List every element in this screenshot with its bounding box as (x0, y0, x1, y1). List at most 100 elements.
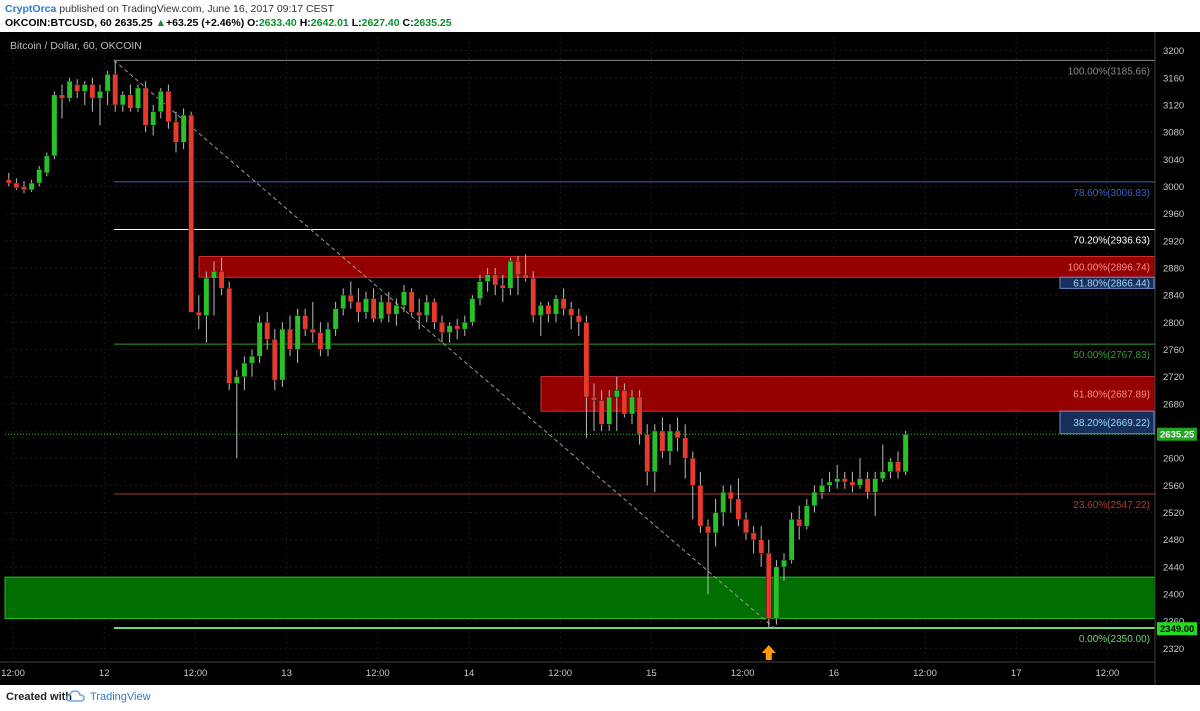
candle-body (401, 291, 407, 306)
candle-body (97, 91, 103, 99)
candle-body (469, 298, 476, 323)
price-tick-label: 2320 (1163, 644, 1184, 655)
candle-body (393, 305, 400, 315)
price-tick-label: 2520 (1163, 508, 1184, 519)
chart-header: CryptOrca published on TradingView.com, … (0, 0, 1200, 32)
candle-body (743, 519, 749, 534)
candle-body (104, 74, 111, 92)
fib-level-label: 0.00%(2350.00) (1079, 634, 1150, 645)
candle-body (173, 121, 179, 143)
candle-body (766, 553, 772, 619)
close-value: 2635.25 (413, 17, 452, 29)
candle-body (659, 430, 666, 452)
candle-body (819, 485, 825, 493)
candle-body (705, 525, 711, 534)
candle-body (530, 277, 536, 316)
candle-body (864, 478, 871, 493)
price-axis-background (1155, 32, 1200, 685)
candle-body (629, 396, 635, 415)
candle-body (720, 491, 726, 513)
fib-level-label: 50.00%(2767.83) (1073, 350, 1150, 361)
candle-body (279, 328, 286, 381)
candle-body (682, 437, 688, 459)
candle-body (446, 325, 453, 333)
candle-body (872, 478, 878, 493)
open-value: 2633.40 (258, 17, 297, 29)
footer: Created with TradingView (0, 685, 1200, 711)
candle-body (690, 457, 696, 486)
time-tick-label: 13 (281, 668, 292, 679)
time-tick-label: 12:00 (731, 668, 755, 679)
price-tick-label: 3200 (1163, 46, 1184, 57)
price-tick-label: 3120 (1163, 100, 1184, 111)
high-label: H: (299, 17, 311, 29)
price-tick-label: 2560 (1163, 481, 1184, 492)
candle-body (576, 315, 582, 323)
candle-body (880, 471, 886, 479)
candle-body (233, 376, 240, 384)
zone-label: 100.00%(2896.74) (1068, 262, 1150, 273)
quote-line: OKCOIN:BTCUSD, 60 2635.25 ▲+63.25 (+2.46… (5, 17, 452, 29)
candle-body (621, 390, 628, 415)
candle-body (150, 111, 157, 126)
resistance-zone (540, 376, 1156, 412)
fib-level-label: 23.60%(2547.22) (1073, 500, 1150, 511)
candle-body (355, 301, 362, 313)
candle-body (424, 301, 430, 316)
price-tick-label: 2440 (1163, 562, 1184, 573)
time-tick-label: 12:00 (1096, 668, 1120, 679)
candle-body (294, 315, 301, 350)
candle-body (348, 294, 354, 303)
candle-body (249, 356, 255, 364)
candle-body (142, 87, 149, 126)
candle-body (614, 390, 620, 398)
candle-body (644, 434, 650, 472)
candle-body (13, 182, 20, 189)
candle-body (89, 84, 96, 99)
candle-body (74, 84, 80, 92)
candle-body (606, 396, 612, 425)
candle-body (591, 396, 597, 401)
candle-body (256, 322, 263, 357)
time-tick-label: 14 (464, 668, 475, 679)
time-tick-label: 15 (646, 668, 657, 679)
candle-body (697, 485, 704, 527)
candle-body (5, 179, 12, 184)
open-label: O: (247, 17, 259, 29)
price-tick-label: 2840 (1163, 291, 1184, 302)
candle-body (811, 491, 818, 506)
candle-body (28, 182, 35, 191)
tradingview-link[interactable]: TradingView (90, 691, 151, 703)
candle-body (553, 298, 559, 315)
candle-body (51, 94, 58, 157)
candle-body (332, 308, 339, 330)
low-value: 2627.40 (361, 17, 400, 29)
candle-body (849, 481, 856, 486)
author-link[interactable]: CryptOrca (5, 3, 57, 15)
candle-body (226, 288, 233, 384)
candle-body (484, 274, 491, 282)
price-chart[interactable]: 100.00%(2896.74) 61.80%(2866.44) 61.80%(26… (0, 32, 1200, 685)
price-tick-label: 3000 (1163, 182, 1184, 193)
support-zone (4, 576, 1156, 619)
candle-body (804, 505, 810, 527)
candle-body (195, 311, 202, 316)
candle-body (492, 274, 499, 286)
candle-body (568, 308, 574, 316)
fib-trend-line (113, 59, 776, 630)
price-tick-label: 3040 (1163, 155, 1184, 166)
candle-body (325, 328, 331, 350)
price-tick-label: 2960 (1163, 209, 1184, 220)
candle-body (750, 532, 757, 540)
last-price-label: 2635.25 (1160, 430, 1195, 441)
publish-info: CryptOrca published on TradingView.com, … (5, 3, 334, 15)
last-price-badge (1157, 427, 1197, 441)
price-tick-label: 2760 (1163, 345, 1184, 356)
candle-body (887, 461, 894, 472)
candle-body (264, 322, 271, 340)
candle-body (370, 298, 377, 320)
tradingview-cloud-icon (66, 690, 85, 702)
candle-body (735, 498, 742, 520)
candle-body (340, 294, 347, 309)
candle-body (515, 260, 521, 275)
